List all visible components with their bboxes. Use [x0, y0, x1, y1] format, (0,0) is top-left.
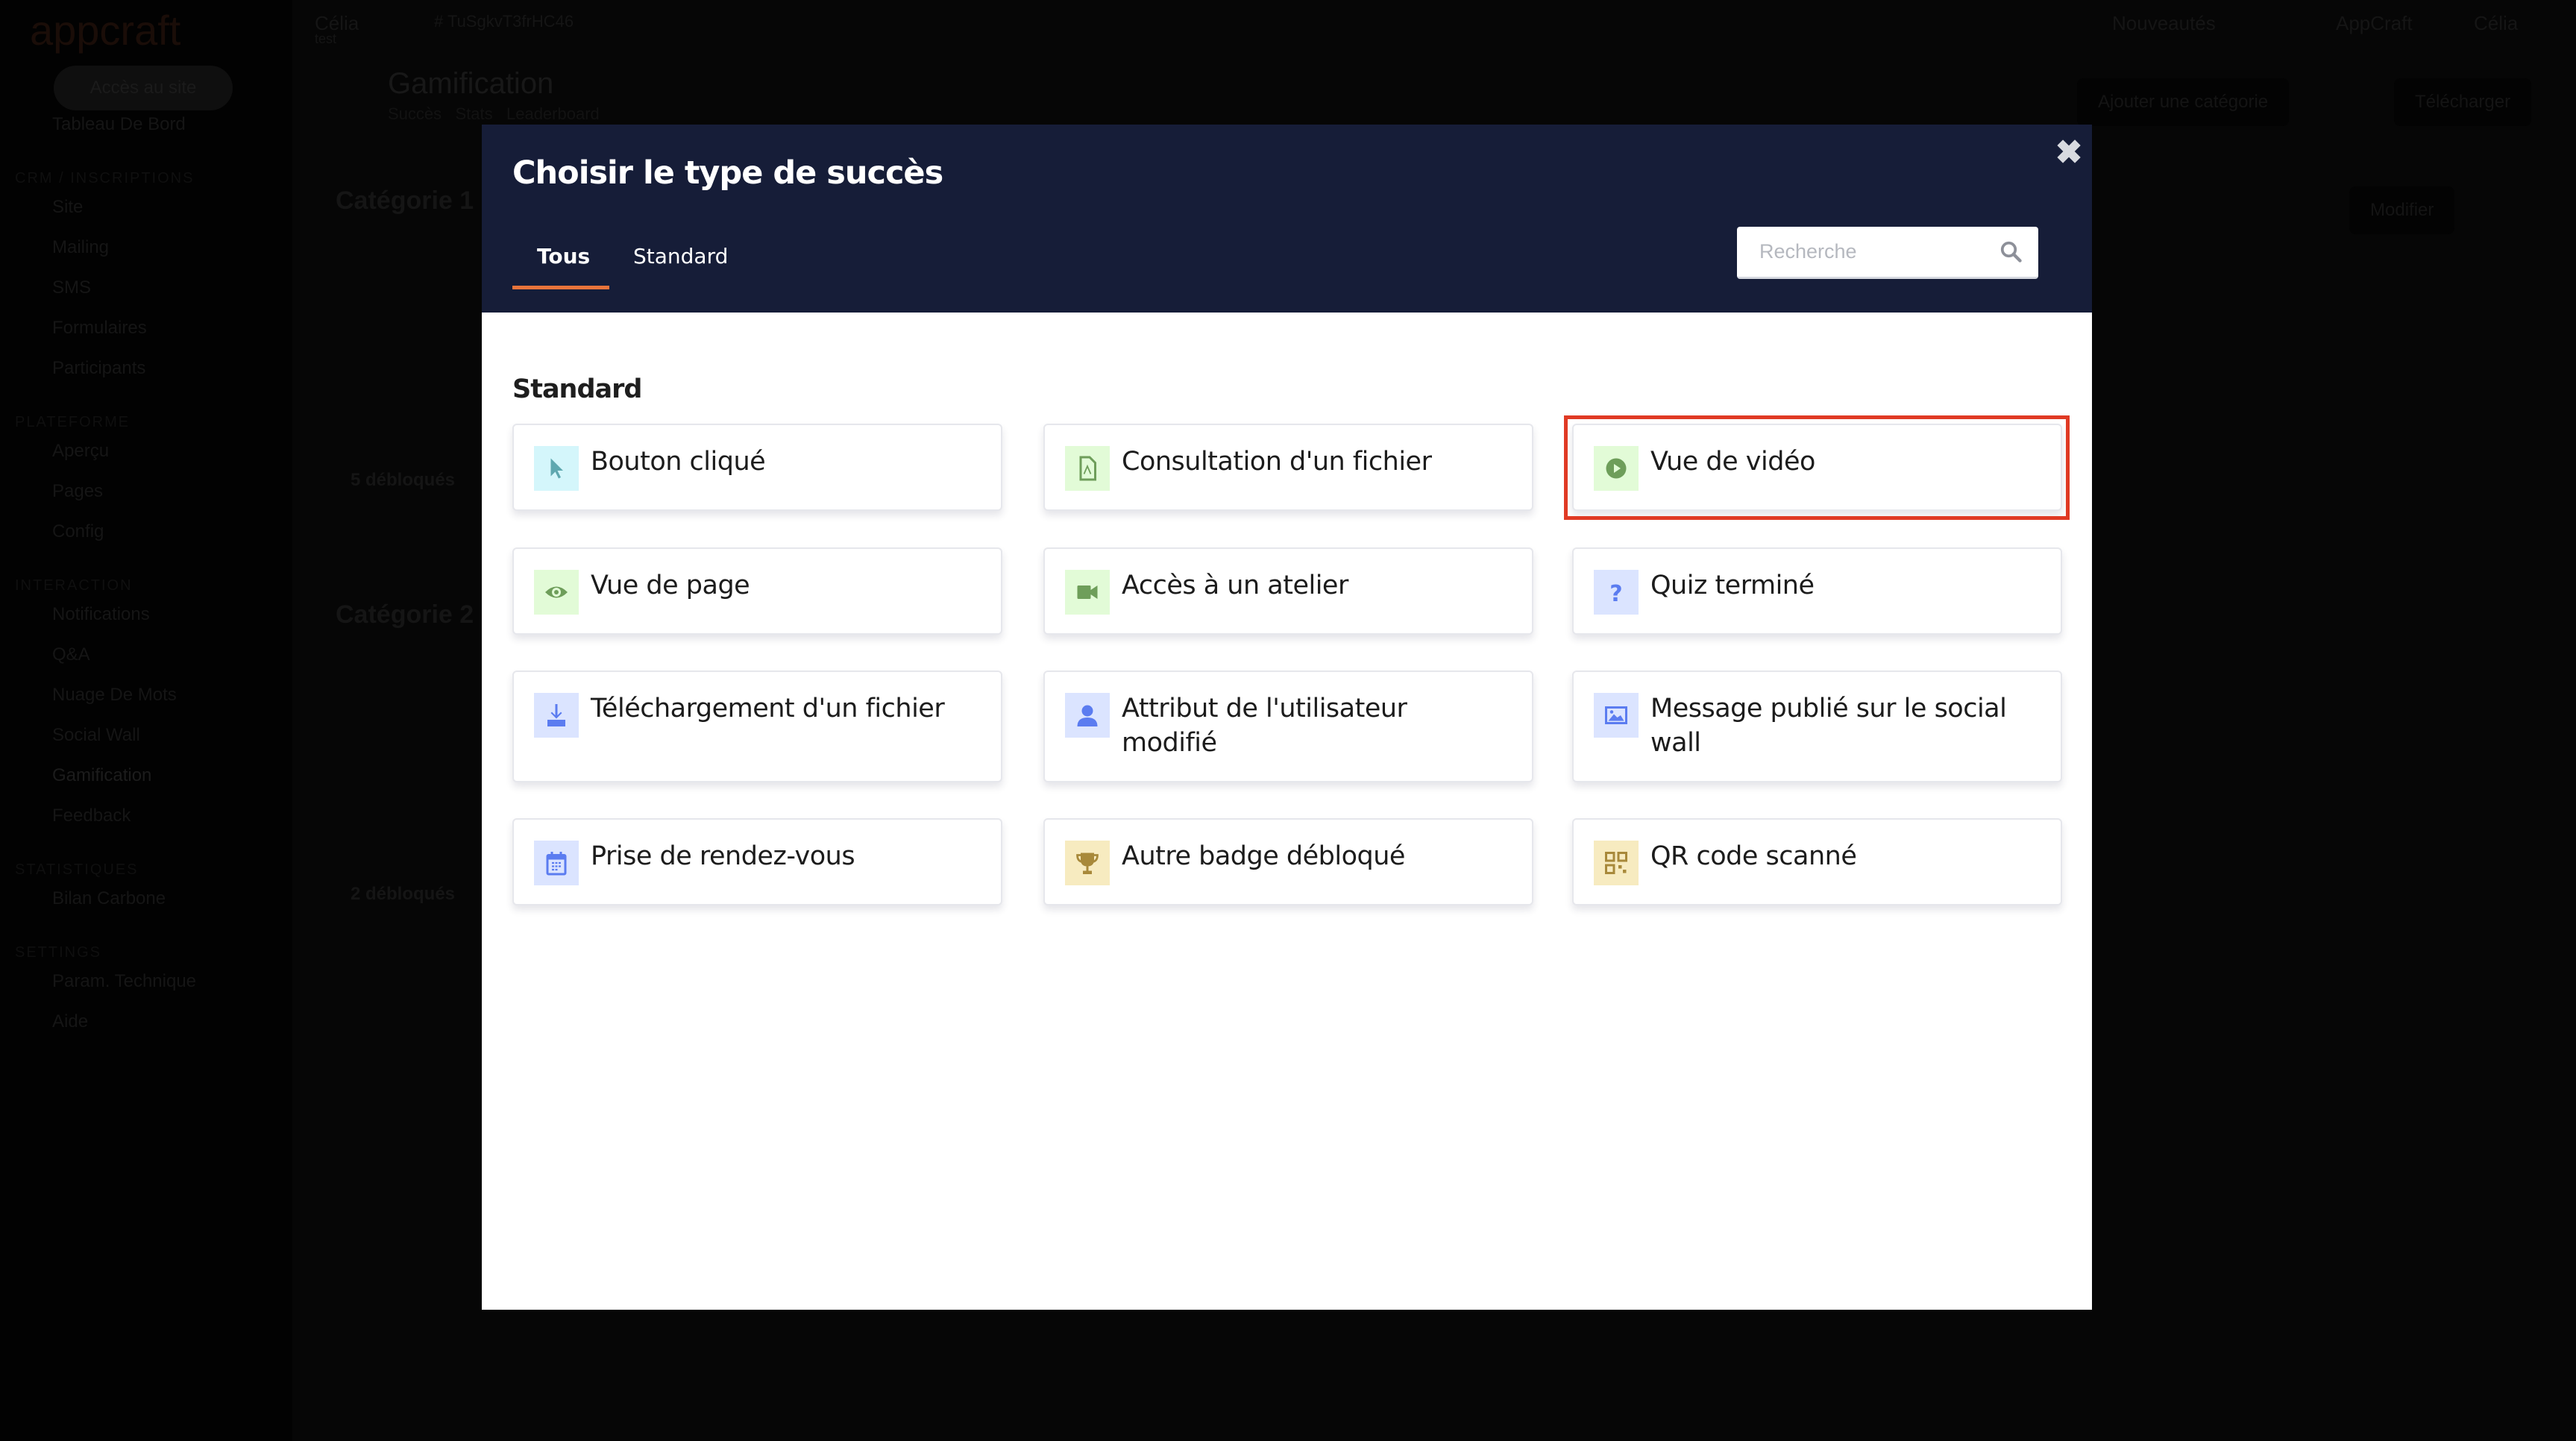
success-type-card[interactable]: Vue de vidéo: [1572, 424, 2062, 511]
sidebar-item[interactable]: Site: [52, 197, 84, 217]
success-type-card[interactable]: Consultation d'un fichier: [1043, 424, 1533, 511]
video-camera-icon: [1065, 570, 1110, 615]
sidebar-section-label: SETTINGS: [15, 944, 102, 961]
tab-succes[interactable]: Succès: [388, 104, 442, 123]
card-label: Consultation d'un fichier: [1122, 447, 1432, 477]
modal-header: Choisir le type de succès ✖ Tous Standar…: [482, 125, 2092, 313]
sidebar-item[interactable]: Nuage De Mots: [52, 685, 177, 705]
search-icon[interactable]: [1999, 240, 2022, 263]
sidebar-item[interactable]: Param. Technique: [52, 971, 197, 991]
card-label: Vue de page: [591, 571, 750, 600]
modal-title: Choisir le type de succès: [512, 154, 943, 192]
pdf-file-icon: [1065, 446, 1110, 491]
tab-stats[interactable]: Stats: [455, 104, 493, 123]
sidebar-item[interactable]: Feedback: [52, 806, 131, 826]
sidebar-item[interactable]: Mailing: [52, 237, 110, 257]
card-label: Vue de vidéo: [1650, 447, 1815, 477]
sidebar-section-label: STATISTIQUES: [15, 861, 139, 878]
sidebar-item[interactable]: Config: [52, 521, 104, 541]
sidebar-item[interactable]: Aperçu: [52, 441, 110, 461]
sidebar-item[interactable]: Formulaires: [52, 318, 147, 338]
search-box[interactable]: [1737, 227, 2038, 279]
image-icon: [1594, 693, 1639, 738]
close-icon[interactable]: ✖: [2055, 134, 2083, 171]
topbar: Célia test # TuSgkvT3frHC46 Nouveautés A…: [292, 0, 2576, 52]
qr-code-icon: [1594, 841, 1639, 885]
tab-leaderboard[interactable]: Leaderboard: [506, 104, 600, 123]
success-type-card[interactable]: Prise de rendez-vous: [512, 818, 1002, 905]
success-type-card[interactable]: Message publié sur le social wall: [1572, 671, 2062, 782]
sidebar-item[interactable]: Social Wall: [52, 725, 140, 745]
calendar-icon: [534, 841, 579, 885]
user-selector[interactable]: Célia: [315, 12, 359, 34]
trophy-icon: [1065, 841, 1110, 885]
page-title: Gamification: [388, 67, 554, 100]
sidebar-section-label: PLATEFORME: [15, 414, 131, 430]
download-button[interactable]: Télécharger: [2394, 78, 2532, 126]
sidebar-section-label: CRM / INSCRIPTIONS: [15, 170, 195, 186]
tab-standard[interactable]: Standard: [633, 244, 729, 269]
cursor-icon: [534, 446, 579, 491]
app-logo: appcraft: [30, 7, 181, 54]
sidebar-item[interactable]: Gamification: [52, 765, 152, 785]
card-label: Bouton cliqué: [591, 447, 766, 477]
active-tab-indicator: [512, 286, 609, 289]
category-title: Catégorie 2: [336, 600, 474, 629]
category-unlocked: 5 débloqués: [351, 470, 456, 490]
sidebar-item[interactable]: Notifications: [52, 604, 150, 624]
download-icon: [534, 693, 579, 738]
card-label: Attribut de l'utilisateur modifié: [1122, 694, 1407, 758]
account-menu[interactable]: Célia: [2474, 12, 2519, 34]
page-tabs: Succès Stats Leaderboard: [388, 104, 600, 124]
news-link[interactable]: Nouveautés: [2112, 12, 2216, 34]
sidebar-section-label: INTERACTION: [15, 577, 133, 594]
card-label: Message publié sur le social wall: [1650, 694, 2007, 758]
success-type-modal: Choisir le type de succès ✖ Tous Standar…: [482, 125, 2092, 1310]
org-link[interactable]: AppCraft: [2336, 12, 2413, 34]
card-label: Autre badge débloqué: [1122, 841, 1405, 871]
success-type-card[interactable]: Téléchargement d'un fichier: [512, 671, 1002, 782]
success-type-card[interactable]: ? Quiz terminé: [1572, 547, 2062, 635]
add-category-button[interactable]: Ajouter une catégorie: [2077, 78, 2290, 126]
sidebar-item[interactable]: Tableau De Bord: [52, 114, 186, 134]
sidebar: appcraft Accès au site Tableau De Bord CR…: [0, 0, 292, 1441]
event-id: # TuSgkvT3frHC46: [434, 12, 574, 31]
card-label: Téléchargement d'un fichier: [591, 694, 945, 723]
user-icon: [1065, 693, 1110, 738]
success-type-card[interactable]: QR code scanné: [1572, 818, 2062, 905]
sidebar-item[interactable]: Q&A: [52, 644, 90, 665]
edit-button[interactable]: Modifier: [2349, 186, 2455, 234]
sidebar-item[interactable]: Aide: [52, 1011, 89, 1032]
card-label: Prise de rendez-vous: [591, 841, 855, 871]
section-title: Standard: [512, 374, 642, 404]
svg-text:?: ?: [1609, 581, 1622, 606]
category-title: Catégorie 1: [336, 186, 474, 215]
user-sub: test: [315, 31, 337, 46]
tab-tous[interactable]: Tous: [537, 244, 591, 269]
search-input[interactable]: [1737, 227, 1983, 276]
eye-icon: [534, 570, 579, 615]
card-label: Quiz terminé: [1650, 571, 1815, 600]
category-unlocked: 2 débloqués: [351, 884, 456, 904]
success-type-card[interactable]: Autre badge débloqué: [1043, 818, 1533, 905]
question-icon: ?: [1594, 570, 1639, 615]
success-type-card[interactable]: Attribut de l'utilisateur modifié: [1043, 671, 1533, 782]
card-label: Accès à un atelier: [1122, 571, 1348, 600]
card-label: QR code scanné: [1650, 841, 1857, 871]
access-site-button[interactable]: Accès au site: [54, 66, 233, 110]
sidebar-nav: Tableau De Bord CRM / INSCRIPTIONS Site Mai…: [15, 104, 196, 1042]
sidebar-item[interactable]: Bilan Carbone: [52, 888, 166, 908]
success-type-card[interactable]: Bouton cliqué: [512, 424, 1002, 511]
sidebar-item[interactable]: Pages: [52, 481, 104, 501]
sidebar-item[interactable]: Participants: [52, 358, 146, 378]
success-type-card[interactable]: Vue de page: [512, 547, 1002, 635]
success-type-card[interactable]: Accès à un atelier: [1043, 547, 1533, 635]
play-circle-icon: [1594, 446, 1639, 491]
sidebar-item[interactable]: SMS: [52, 277, 92, 298]
